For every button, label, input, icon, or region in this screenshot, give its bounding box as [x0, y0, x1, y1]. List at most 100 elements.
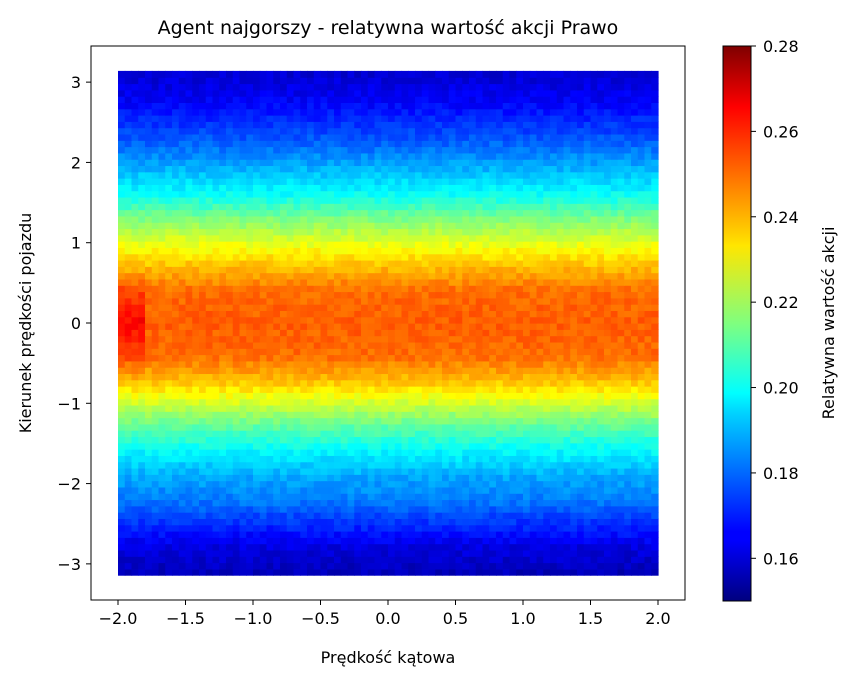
heatmap-cell	[415, 341, 423, 349]
heatmap-cell	[361, 493, 369, 501]
heatmap-cell	[577, 549, 585, 557]
heatmap-cell	[246, 486, 254, 494]
heatmap-cell	[475, 524, 484, 532]
heatmap-cell	[280, 549, 288, 557]
heatmap-cell	[192, 543, 200, 551]
heatmap-cell	[624, 329, 632, 337]
heatmap-cell	[280, 556, 288, 564]
heatmap-cell	[570, 474, 578, 482]
heatmap-cell	[604, 467, 612, 475]
heatmap-cell	[226, 190, 234, 198]
heatmap-cell	[313, 354, 322, 362]
heatmap-cell	[543, 234, 551, 242]
heatmap-cell	[334, 386, 342, 393]
heatmap-cell	[320, 335, 328, 343]
heatmap-cell	[347, 278, 355, 286]
heatmap-cell	[462, 543, 470, 551]
heatmap-cell	[563, 524, 571, 532]
heatmap-cell	[327, 360, 335, 368]
heatmap-cell	[590, 278, 598, 286]
heatmap-cell	[320, 530, 328, 538]
heatmap-cell	[388, 367, 396, 375]
heatmap-cell	[334, 486, 342, 494]
heatmap-cell	[509, 524, 517, 532]
heatmap-cell	[435, 392, 443, 400]
heatmap-cell	[185, 335, 193, 343]
heatmap-cell	[462, 259, 470, 267]
heatmap-cell	[354, 474, 362, 482]
heatmap-cell	[401, 253, 409, 261]
heatmap-cell	[617, 247, 625, 255]
heatmap-cell	[354, 480, 362, 488]
heatmap-cell	[185, 228, 193, 236]
heatmap-cell	[226, 499, 234, 507]
heatmap-cell	[489, 562, 497, 570]
heatmap-cell	[631, 196, 639, 204]
heatmap-cell	[300, 373, 308, 381]
heatmap-cell	[138, 323, 146, 330]
heatmap-cell	[286, 241, 295, 248]
heatmap-cell	[435, 562, 443, 570]
heatmap-cell	[556, 486, 565, 494]
heatmap-cell	[158, 203, 166, 211]
heatmap-cell	[239, 316, 247, 324]
heatmap-cell	[496, 549, 504, 557]
heatmap-cell	[482, 323, 490, 330]
heatmap-cell	[536, 354, 544, 362]
heatmap-cell	[489, 278, 497, 286]
heatmap-cell	[158, 304, 166, 311]
heatmap-cell	[455, 411, 463, 419]
heatmap-cell	[334, 291, 342, 299]
heatmap-cell	[307, 272, 315, 280]
heatmap-cell	[489, 367, 497, 375]
heatmap-cell	[381, 341, 389, 349]
heatmap-cell	[617, 360, 625, 368]
heatmap-cell	[165, 354, 173, 362]
heatmap-cell	[583, 341, 592, 349]
heatmap-cell	[550, 423, 558, 431]
heatmap-cell	[631, 480, 639, 488]
heatmap-cell	[172, 530, 180, 538]
heatmap-cell	[165, 310, 173, 318]
heatmap-cell	[435, 278, 443, 286]
heatmap-cell	[590, 467, 598, 475]
heatmap-cell	[232, 259, 241, 267]
heatmap-cell	[259, 455, 268, 463]
heatmap-cell	[529, 228, 538, 236]
heatmap-cell	[556, 379, 565, 387]
heatmap-cell	[536, 549, 544, 557]
heatmap-cell	[307, 430, 315, 438]
heatmap-cell	[307, 417, 315, 425]
heatmap-cell	[232, 323, 241, 330]
heatmap-cell	[489, 436, 497, 444]
heatmap-cell	[415, 209, 423, 217]
heatmap-cell	[280, 423, 288, 431]
heatmap-cell	[556, 556, 565, 564]
heatmap-cell	[226, 480, 234, 488]
heatmap-cell	[442, 568, 450, 576]
heatmap-cell	[320, 512, 328, 519]
heatmap-cell	[307, 449, 315, 456]
heatmap-cell	[610, 480, 619, 488]
heatmap-cell	[455, 467, 463, 475]
heatmap-cell	[543, 423, 551, 431]
heatmap-cell	[158, 518, 166, 526]
heatmap-cell	[313, 367, 322, 375]
heatmap-cell	[340, 530, 349, 538]
heatmap-cell	[624, 505, 632, 513]
heatmap-cell	[145, 323, 153, 330]
heatmap-cell	[415, 518, 423, 526]
heatmap-cell	[340, 562, 349, 570]
heatmap-cell	[442, 512, 450, 519]
heatmap-cell	[205, 436, 214, 444]
heatmap-cell	[320, 203, 328, 211]
heatmap-cell	[543, 329, 551, 337]
heatmap-cell	[313, 222, 322, 230]
heatmap-cell	[563, 228, 571, 236]
heatmap-cell	[455, 404, 463, 412]
heatmap-cell	[644, 285, 652, 293]
heatmap-cell	[523, 348, 531, 356]
heatmap-cell	[219, 493, 227, 501]
heatmap-cell	[408, 512, 416, 519]
heatmap-cell	[145, 190, 153, 198]
